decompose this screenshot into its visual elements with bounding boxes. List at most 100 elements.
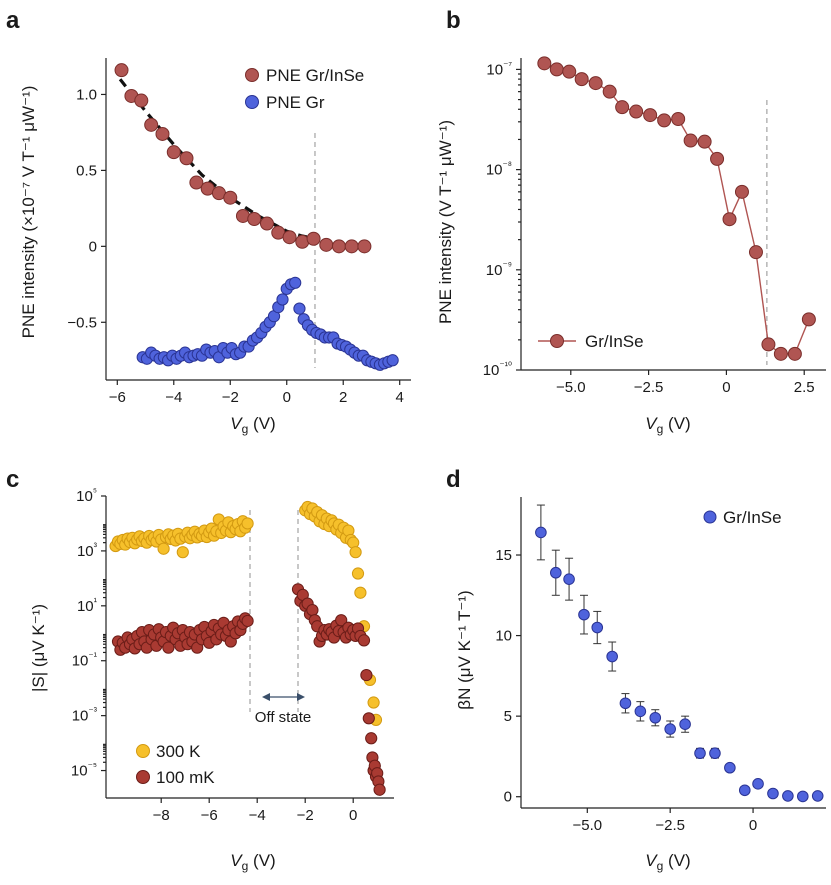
- panel-c-xlabel: Vg (V): [230, 851, 275, 873]
- d-gr-inse-point: [738, 784, 751, 797]
- panel-d-xlabel-var: V: [645, 851, 658, 870]
- b-y-tick-base: 10: [486, 262, 503, 279]
- legend-label-100mk: 100 mK: [156, 768, 215, 787]
- c-y-tick-label: 10⁻⁵: [71, 762, 97, 780]
- c-y-tick-label: 10⁻¹: [72, 652, 98, 670]
- a-pne-gr-point: [276, 293, 289, 306]
- c-x-tick-label: −4: [249, 807, 266, 824]
- panel-c-ylabel: |S| (μV K⁻¹): [29, 604, 48, 692]
- b-gr-inse-point: [657, 113, 672, 128]
- b-x-tick-label: −2.5: [634, 379, 664, 396]
- d-gr-inse-point: [578, 608, 590, 621]
- c-100mk-point: [162, 641, 175, 654]
- panel-d: d −5.0 −2.5 0 0 5 10 15 Vg (V) βN (μV K⁻¹ T⁻¹)…: [446, 466, 826, 873]
- a-x-tick-label: −4: [165, 389, 182, 406]
- b-gr-inse-point: [801, 312, 816, 327]
- panel-c-off-state: Off state: [255, 693, 311, 726]
- panel-d-ylabel: βN (μV K⁻¹ T⁻¹): [455, 590, 474, 709]
- b-gr-inse-point: [773, 346, 788, 361]
- c-y-tick-base: 10: [72, 653, 89, 670]
- legend-label-300k: 300 K: [156, 742, 201, 761]
- d-gr-inse-point: [694, 747, 706, 760]
- b-gr-inse-point: [562, 64, 577, 79]
- a-y-tick-label: 0: [89, 238, 97, 255]
- b-gr-inse-point: [615, 100, 630, 115]
- panel-a-xlabel-var: V: [230, 414, 243, 433]
- c-300k-point: [351, 567, 365, 580]
- panel-a: a −6 −4 −2 0 2 4 −0.5 0 0.5 1.0 Vg (V) PNE intens…: [6, 7, 411, 436]
- d-gr-inse-point: [634, 705, 647, 718]
- panel-a-ylabel: PNE intensity (×10⁻⁷ V T⁻¹ μW⁻¹): [19, 86, 38, 339]
- d-y-tick-label: 0: [504, 789, 512, 806]
- a-pne-gr-inse-point: [134, 93, 149, 108]
- a-y-tick-label: −0.5: [67, 314, 97, 331]
- off-state-arrow-left-icon: [262, 693, 270, 701]
- d-gr-inse-point: [679, 718, 691, 731]
- b-gr-inse-point: [574, 72, 589, 87]
- panel-d-label: d: [446, 466, 461, 493]
- c-y-tick-base: 10: [77, 543, 94, 560]
- panel-b-label: b: [446, 7, 461, 34]
- panel-c-label: c: [6, 466, 19, 493]
- panel-b-xlabel-unit: (V): [663, 414, 690, 433]
- c-x-tick-label: −2: [297, 807, 314, 824]
- off-state-label: Off state: [255, 709, 311, 726]
- a-pne-gr-inse-point: [357, 239, 372, 254]
- a-pne-gr-inse-point: [155, 126, 170, 141]
- c-y-tick-label: 10¹: [77, 597, 98, 615]
- a-pne-gr-inse-point: [319, 237, 334, 252]
- b-gr-inse-point: [748, 245, 763, 260]
- d-gr-inse-point: [811, 790, 824, 802]
- a-pne-gr-inse-point: [259, 216, 274, 231]
- a-pne-gr-inse-point: [331, 239, 346, 254]
- a-x-tick-label: −6: [109, 389, 126, 406]
- d-gr-inse-point: [724, 761, 736, 774]
- c-300k-point: [176, 546, 189, 559]
- panel-b-ylabel: PNE intensity (V T⁻¹ μW⁻¹): [436, 120, 455, 324]
- legend-swatch-pne-gr: [245, 95, 259, 109]
- d-gr-inse-point: [796, 790, 809, 803]
- b-y-tick-exponent: ⁻⁹: [502, 261, 512, 272]
- d-x-tick-label: −5.0: [572, 817, 602, 834]
- panel-c-legend: 300 K 100 mK: [136, 742, 215, 787]
- legend-label-pne-gr-inse: PNE Gr/InSe: [266, 66, 364, 85]
- b-y-tick-exponent: ⁻⁸: [503, 161, 513, 172]
- c-y-tick-base: 10: [77, 598, 94, 615]
- a-pne-gr-inse-point: [223, 190, 238, 205]
- c-100mk-point: [362, 712, 375, 725]
- c-100mk-point: [335, 614, 348, 627]
- b-gr-inse-point: [537, 56, 552, 71]
- b-y-tick-base: 10: [483, 362, 500, 379]
- d-gr-inse-point: [767, 787, 779, 800]
- c-100mk-point: [365, 732, 378, 745]
- legend-label-pne-gr: PNE Gr: [266, 93, 325, 112]
- panel-a-plot: −6 −4 −2 0 2 4 −0.5 0 0.5 1.0: [67, 58, 411, 406]
- d-gr-inse-point: [782, 790, 794, 802]
- a-pne-gr-inse-point: [166, 145, 181, 160]
- c-y-tick-base: 10: [72, 708, 89, 725]
- c-y-tick-exponent: ³: [94, 542, 98, 553]
- b-gr-inse-point: [671, 111, 686, 126]
- c-y-tick-label: 10⁵: [76, 487, 97, 505]
- a-y-tick-label: 0.5: [76, 162, 97, 179]
- b-y-tick-label: 10⁻⁷: [486, 60, 512, 78]
- c-y-tick-label: 10³: [77, 542, 98, 560]
- a-pne-gr-inse-point: [114, 63, 129, 78]
- d-gr-inse-point: [550, 566, 562, 579]
- d-y-tick-label: 15: [495, 547, 512, 564]
- c-y-tick-exponent: ⁻¹: [88, 652, 97, 663]
- b-y-tick-label: 10⁻⁸: [486, 161, 512, 179]
- a-pne-gr-inse-point: [144, 117, 159, 132]
- b-gr-inse-line: [543, 62, 810, 355]
- b-x-tick-label: −5.0: [556, 379, 586, 396]
- a-pne-gr-point: [293, 302, 306, 315]
- b-gr-inse-point: [722, 212, 737, 227]
- b-gr-inse-point: [710, 151, 725, 166]
- panel-d-legend: Gr/InSe: [703, 508, 782, 527]
- c-y-tick-label: 10⁻³: [72, 707, 98, 725]
- d-gr-inse-point: [563, 573, 575, 585]
- legend-label-gr-inse-b: Gr/InSe: [585, 332, 644, 351]
- d-gr-inse-point: [619, 697, 632, 710]
- c-300k-point: [157, 542, 170, 555]
